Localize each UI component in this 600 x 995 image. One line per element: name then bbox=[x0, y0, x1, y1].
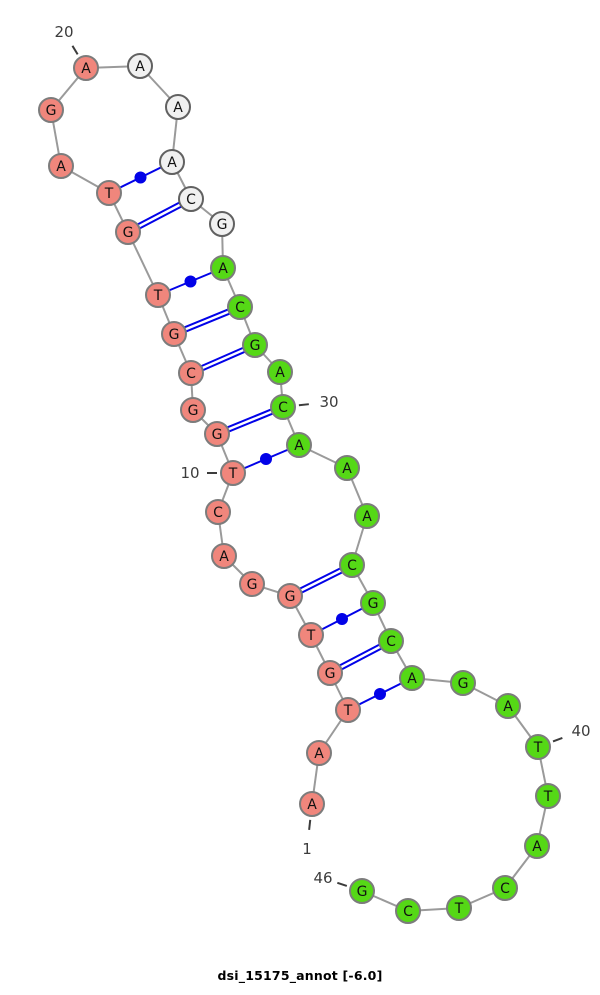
nucleotide-node[interactable] bbox=[210, 255, 236, 281]
position-label: 10 bbox=[180, 464, 199, 482]
position-label: 1 bbox=[302, 840, 312, 858]
position-label: 30 bbox=[319, 393, 338, 411]
nucleotide-node[interactable] bbox=[354, 503, 380, 529]
position-label: 20 bbox=[54, 23, 73, 41]
base-pair-dot bbox=[374, 688, 386, 700]
nucleotide-node[interactable] bbox=[242, 332, 268, 358]
nucleotide-node[interactable] bbox=[360, 590, 386, 616]
nucleotide-node[interactable] bbox=[96, 180, 122, 206]
nucleotide-node[interactable] bbox=[277, 583, 303, 609]
nucleotide-node[interactable] bbox=[204, 421, 230, 447]
base-pair-dot bbox=[260, 453, 272, 465]
label-tick bbox=[298, 403, 309, 407]
base-pair-dot bbox=[184, 275, 197, 288]
base-pair-dot bbox=[336, 613, 348, 625]
label-tick bbox=[71, 45, 79, 55]
nucleotide-node[interactable] bbox=[446, 895, 472, 921]
base-pair-dot bbox=[134, 171, 147, 184]
nucleotide-node[interactable] bbox=[220, 460, 246, 486]
nucleotide-node[interactable] bbox=[178, 360, 204, 386]
nucleotide-node[interactable] bbox=[524, 833, 550, 859]
nucleotide-node[interactable] bbox=[267, 359, 293, 385]
nucleotide-node[interactable] bbox=[180, 397, 206, 423]
nucleotide-node[interactable] bbox=[209, 211, 235, 237]
nucleotide-node[interactable] bbox=[399, 665, 425, 691]
nucleotide-node[interactable] bbox=[165, 94, 191, 120]
nucleotide-node[interactable] bbox=[450, 670, 476, 696]
nucleotide-node[interactable] bbox=[159, 149, 185, 175]
nucleotide-node[interactable] bbox=[395, 898, 421, 924]
nucleotide-node[interactable] bbox=[127, 53, 153, 79]
nucleotide-node[interactable] bbox=[48, 153, 74, 179]
label-tick bbox=[552, 736, 563, 743]
nucleotide-node[interactable] bbox=[306, 740, 332, 766]
nucleotide-node[interactable] bbox=[178, 186, 204, 212]
nucleotide-node[interactable] bbox=[161, 321, 187, 347]
nucleotide-node[interactable] bbox=[298, 622, 324, 648]
nucleotide-node[interactable] bbox=[115, 219, 141, 245]
nucleotide-node[interactable] bbox=[299, 791, 325, 817]
label-tick bbox=[337, 881, 348, 887]
nucleotide-node[interactable] bbox=[239, 571, 265, 597]
nucleotide-node[interactable] bbox=[495, 693, 521, 719]
position-label: 46 bbox=[313, 869, 332, 887]
plot-title: dsi_15175_annot [-6.0] bbox=[217, 968, 383, 983]
nucleotide-node[interactable] bbox=[145, 282, 171, 308]
nucleotide-node[interactable] bbox=[317, 660, 343, 686]
nucleotide-node[interactable] bbox=[535, 783, 561, 809]
nucleotide-node[interactable] bbox=[349, 878, 375, 904]
nucleotide-node[interactable] bbox=[211, 543, 237, 569]
nucleotide-node[interactable] bbox=[227, 294, 253, 320]
nucleotide-node[interactable] bbox=[73, 55, 99, 81]
nucleotide-node[interactable] bbox=[38, 97, 64, 123]
nucleotide-node[interactable] bbox=[525, 734, 551, 760]
nucleotide-node[interactable] bbox=[286, 432, 312, 458]
position-label: 40 bbox=[571, 722, 590, 740]
nucleotide-node[interactable] bbox=[205, 499, 231, 525]
nucleotide-node[interactable] bbox=[339, 552, 365, 578]
nucleotide-node[interactable] bbox=[334, 455, 360, 481]
nucleotide-node[interactable] bbox=[335, 697, 361, 723]
label-tick bbox=[308, 819, 312, 830]
nucleotide-node[interactable] bbox=[492, 875, 518, 901]
nucleotide-node[interactable] bbox=[270, 394, 296, 420]
nucleotide-node[interactable] bbox=[378, 628, 404, 654]
